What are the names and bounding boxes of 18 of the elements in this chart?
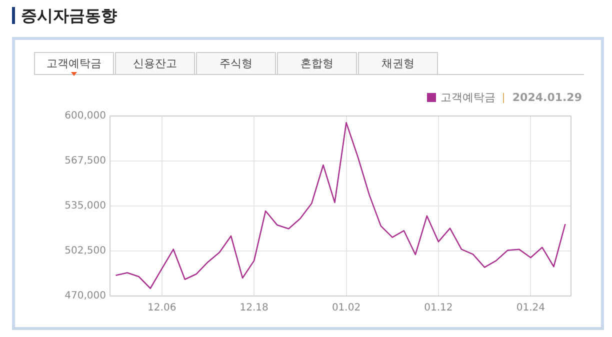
x-tick-label: 01.12 — [424, 302, 453, 314]
chart-title: 증시자금동향 — [12, 6, 117, 25]
y-tick-label: 535,000 — [64, 200, 106, 212]
x-tick-label: 12.18 — [240, 302, 268, 314]
y-tick-label: 502,500 — [64, 246, 106, 257]
x-tick-label: 12.06 — [148, 302, 176, 314]
y-tick-label: 470,000 — [64, 290, 106, 302]
legend-label: 고객예탁금 — [440, 90, 496, 105]
text: 2024.01.29 — [512, 91, 582, 104]
y-tick-label: 567,500 — [64, 156, 106, 167]
text: 채권형 — [358, 52, 438, 74]
text: 혼합형 — [277, 52, 357, 74]
text: 신용잔고 — [115, 52, 195, 74]
x-tick-label: 01.24 — [516, 302, 545, 314]
text: 주식형 — [196, 52, 276, 74]
text: 고객예탁금 — [34, 52, 114, 74]
x-tick-label: 01.02 — [332, 302, 361, 314]
y-tick-label: 600,000 — [64, 110, 106, 122]
